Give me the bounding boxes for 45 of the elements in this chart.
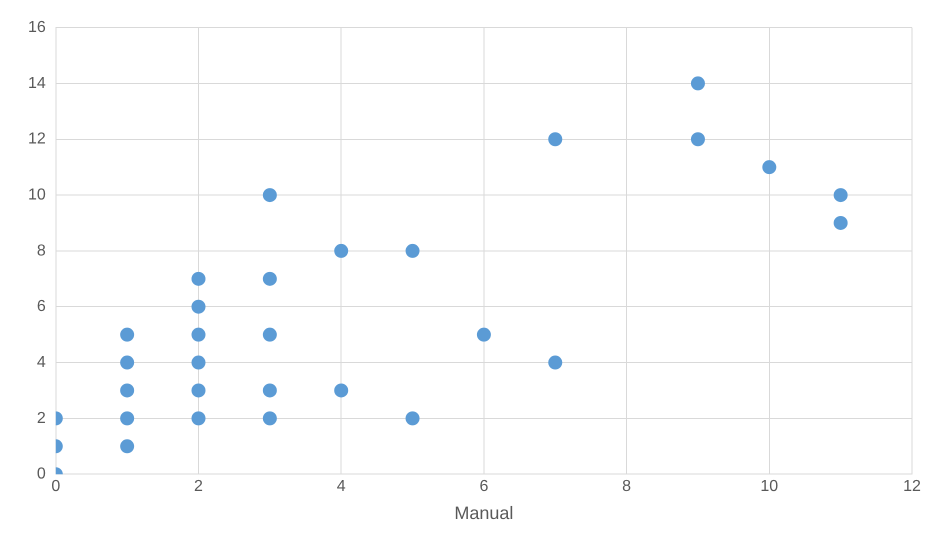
point [406,411,420,426]
point [406,244,420,258]
x-tick-label: 6 [479,478,488,496]
point [334,383,348,398]
x-axis-title: Manual [454,503,514,524]
y-tick-label: 2 [36,410,46,427]
point [192,300,206,314]
point [762,160,776,174]
y-tick-label: 4 [36,354,46,371]
x-tick-label: 8 [622,478,632,496]
point [834,216,848,230]
y-tick-label: 0 [36,466,46,483]
point [690,132,705,146]
point [690,76,705,90]
y-tick-label: 10 [28,186,46,204]
y-tick-label: 16 [28,19,46,36]
point [262,328,277,342]
point [120,328,134,342]
point [192,411,206,426]
point [262,188,277,202]
point [548,356,562,370]
point [192,328,206,342]
point [192,272,206,286]
y-tick-label: 8 [36,242,46,260]
point [262,411,277,426]
point [262,383,277,398]
point [120,356,134,370]
point [476,328,491,342]
y-tick-label: 6 [36,298,46,316]
x-tick-label: 10 [760,478,778,496]
x-tick-label: 2 [194,478,204,496]
point [548,132,562,146]
x-tick-label: 0 [51,478,60,496]
x-tick-label: 12 [903,478,921,496]
point [262,272,277,286]
point [120,411,134,426]
point [120,439,134,454]
point [192,356,206,370]
point [192,383,206,398]
y-tick-label: 14 [28,74,46,92]
point [334,244,348,258]
y-tick-label: 12 [28,130,46,148]
x-tick-label: 4 [336,478,346,496]
point [834,188,848,202]
point [120,383,134,398]
